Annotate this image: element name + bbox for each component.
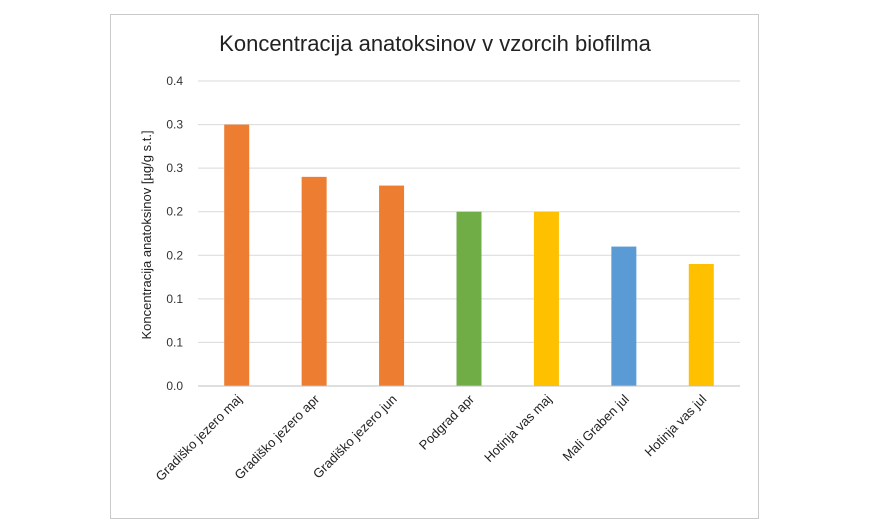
bar <box>224 124 250 387</box>
x-category-label: Mali Graben jul <box>560 391 633 464</box>
y-tick-label: 0.2 <box>166 205 183 219</box>
x-category-label: Gradiško jezero jun <box>310 392 400 482</box>
y-tick-label: 0.2 <box>166 248 183 262</box>
bar <box>611 246 637 386</box>
x-category-label: Gradiško jezero maj <box>152 391 244 483</box>
bars <box>224 124 714 387</box>
y-tick-label: 0.1 <box>166 335 183 349</box>
y-tick-label: 0.3 <box>166 161 183 175</box>
bar <box>379 185 405 386</box>
bar <box>301 176 327 386</box>
bar <box>456 211 482 386</box>
gridlines <box>198 80 740 343</box>
x-category-label: Gradiško jezero apr <box>231 391 322 482</box>
y-tick-label: 0.4 <box>166 74 183 88</box>
chart-area <box>110 14 759 519</box>
x-category-label: Hotinja vas jul <box>642 391 710 459</box>
y-axis-ticks: 0.0 0.1 0.1 0.2 0.2 0.3 0.3 0.4 <box>166 74 183 393</box>
x-category-label: Hotinja vas maj <box>481 391 555 465</box>
y-tick-label: 0.0 <box>166 379 183 393</box>
y-tick-label: 0.3 <box>166 118 183 132</box>
bar <box>533 211 559 386</box>
y-axis-label: Koncentracija anatoksinov [µg/g s.t.] <box>139 130 154 339</box>
y-tick-label: 0.1 <box>166 292 183 306</box>
x-category-label: Podgrad apr <box>416 391 478 453</box>
chart-title: Koncentracija anatoksinov v vzorcih biof… <box>219 31 651 56</box>
bar <box>688 264 714 386</box>
